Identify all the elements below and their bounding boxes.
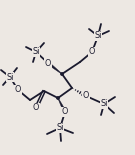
- Text: Si: Si: [94, 31, 102, 40]
- Text: Si: Si: [56, 124, 64, 133]
- Polygon shape: [58, 98, 66, 113]
- Text: O: O: [62, 108, 68, 117]
- Text: Si: Si: [6, 73, 14, 82]
- Circle shape: [57, 97, 59, 99]
- Circle shape: [61, 73, 63, 75]
- Text: O: O: [33, 104, 39, 113]
- Text: O: O: [45, 58, 51, 67]
- Text: Si: Si: [32, 47, 40, 57]
- Text: O: O: [15, 86, 21, 95]
- Text: Si: Si: [100, 100, 108, 108]
- Text: O: O: [89, 47, 95, 57]
- Text: O: O: [83, 91, 89, 100]
- Polygon shape: [47, 62, 62, 74]
